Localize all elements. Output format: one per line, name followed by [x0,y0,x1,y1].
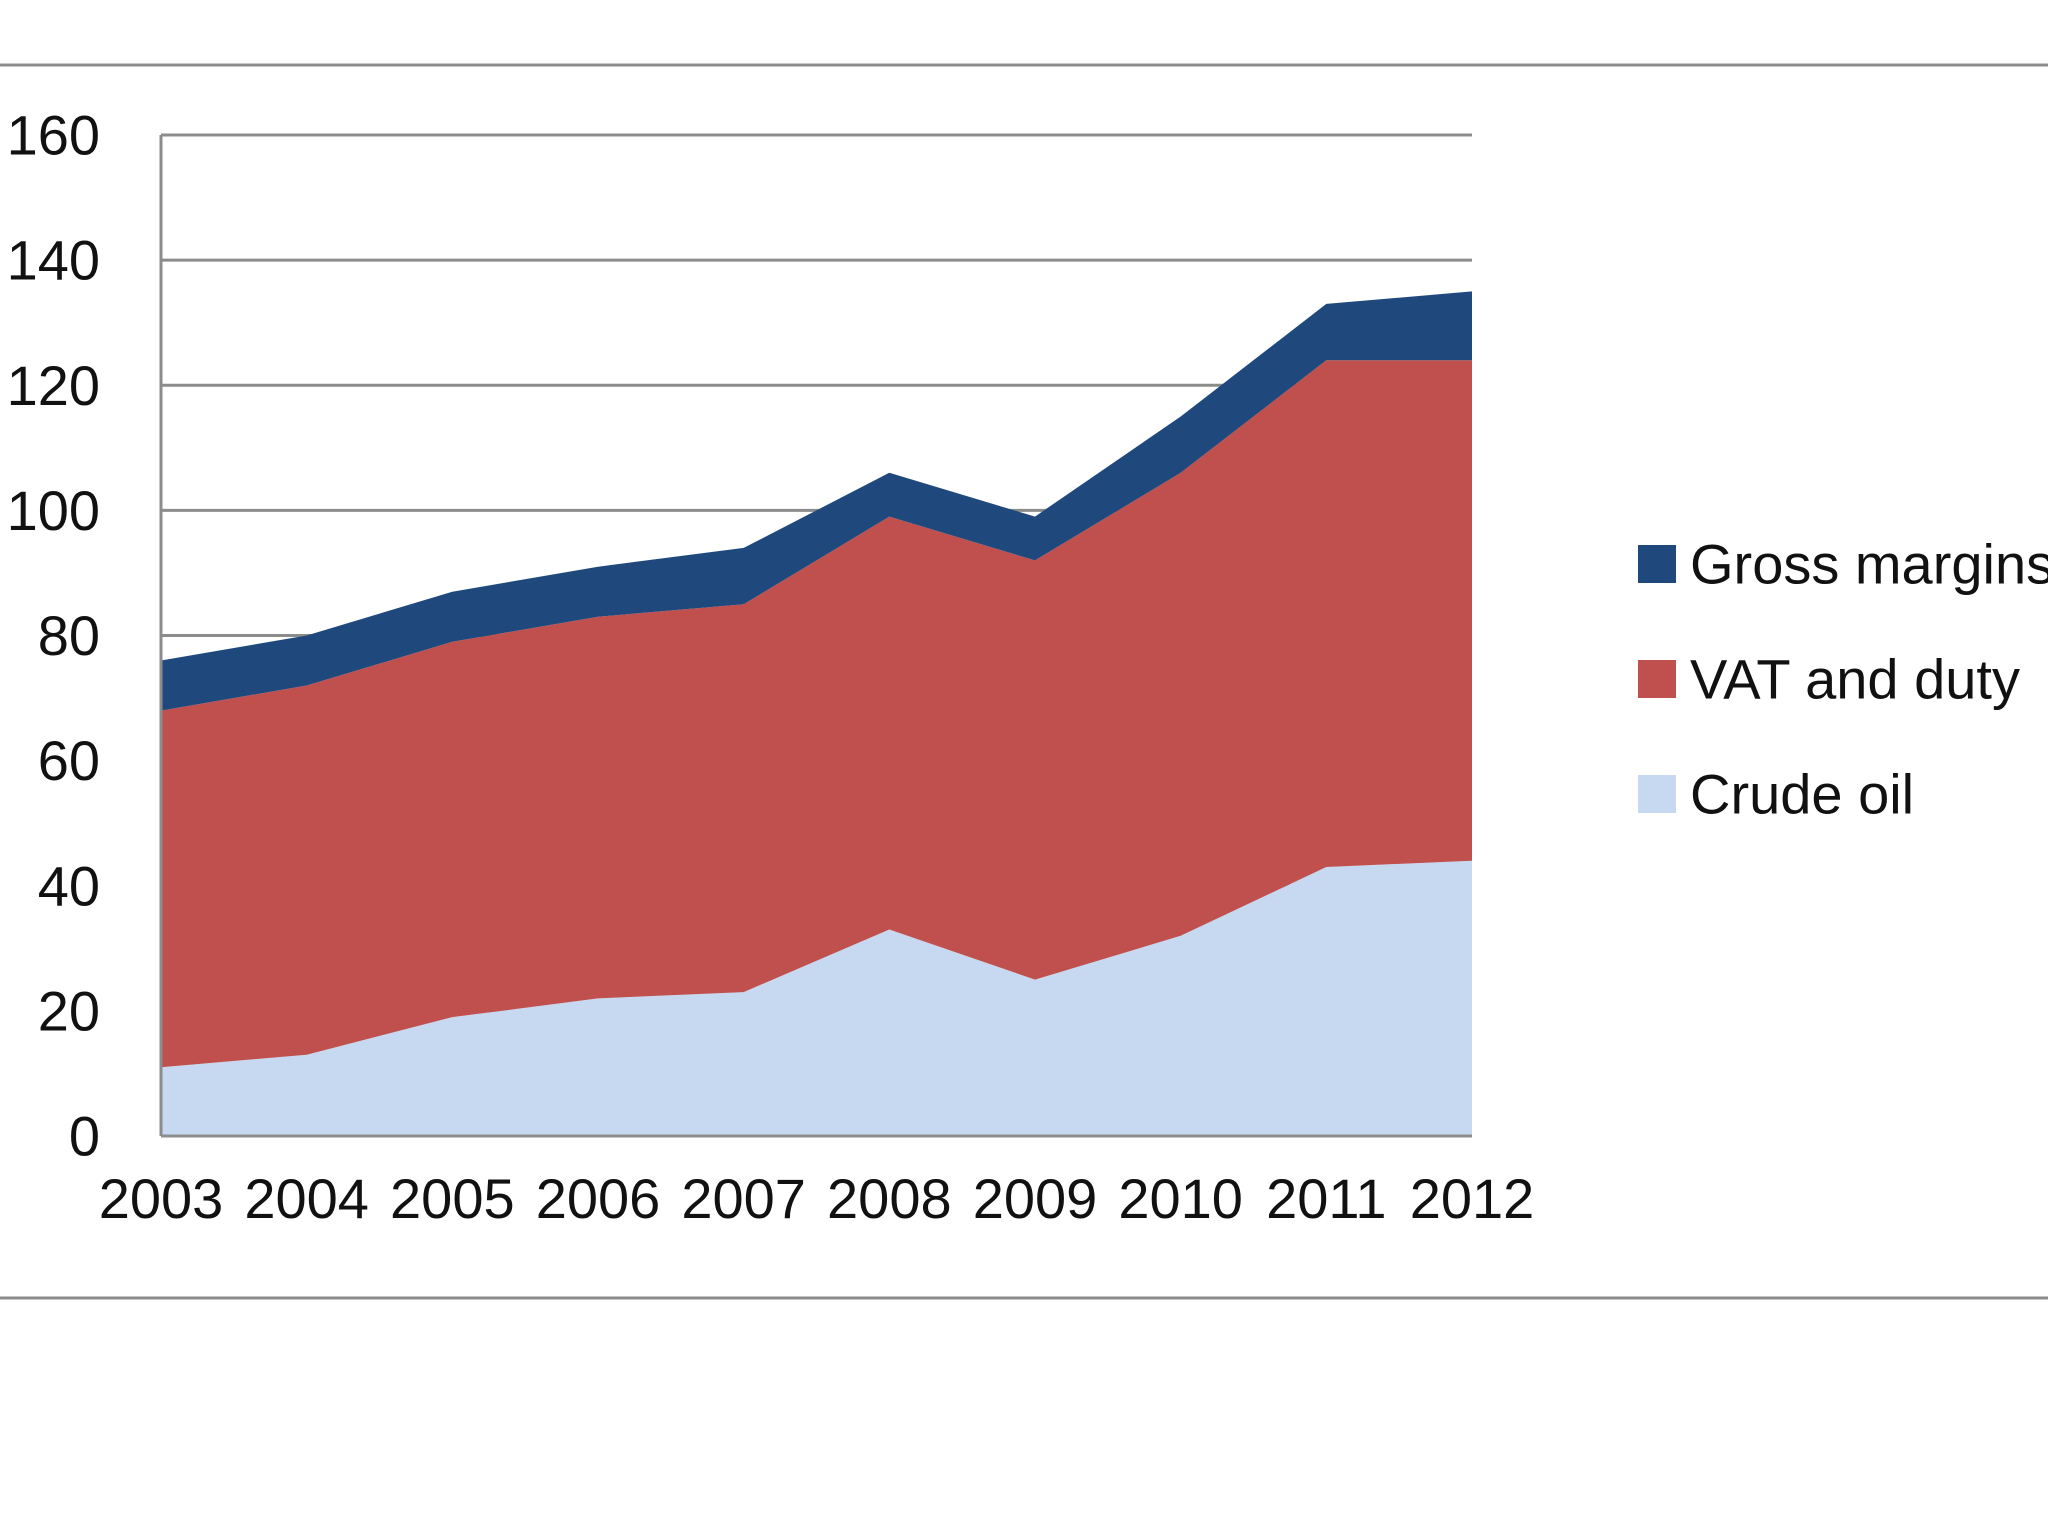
legend-label-gross-margins: Gross margins [1690,533,2048,596]
x-tick-label-2003: 2003 [99,1167,224,1230]
plot-areas [161,291,1472,1136]
x-tick-label-2006: 2006 [536,1167,661,1230]
y-tick-label-100: 100 [7,479,100,542]
legend: Gross margins VAT and duty Crude oil [1638,533,2048,826]
y-tick-label-160: 160 [7,104,100,167]
y-tick-label-20: 20 [38,979,100,1042]
y-axis-tick-labels: 0 20 40 60 80 100 120 140 160 [7,104,100,1168]
x-axis-tick-labels: 2003 2004 2005 2006 2007 2008 2009 2010 2011 2012 [99,1167,1535,1230]
x-tick-label-2012: 2012 [1410,1167,1535,1230]
x-tick-label-2004: 2004 [244,1167,369,1230]
y-tick-label-140: 140 [7,229,100,292]
legend-swatch-vat-and-duty [1638,660,1676,698]
legend-swatch-gross-margins [1638,545,1676,583]
x-tick-label-2011: 2011 [1266,1167,1386,1230]
x-tick-label-2009: 2009 [973,1167,1098,1230]
x-tick-label-2007: 2007 [681,1167,806,1230]
legend-label-crude-oil: Crude oil [1690,763,1914,826]
x-tick-label-2005: 2005 [390,1167,515,1230]
legend-label-vat-and-duty: VAT and duty [1690,648,2020,711]
area-crude-oil [161,860,1472,1136]
area-gross-margins [161,291,1472,711]
y-tick-label-0: 0 [69,1105,100,1168]
y-tick-label-40: 40 [38,854,100,917]
axes [159,135,1472,1138]
legend-swatch-crude-oil [1638,775,1676,813]
y-tick-label-120: 120 [7,354,100,417]
x-tick-label-2010: 2010 [1118,1167,1243,1230]
area-vat-and-duty [161,360,1472,1068]
y-tick-label-80: 80 [38,604,100,667]
x-tick-label-2008: 2008 [827,1167,952,1230]
y-tick-label-60: 60 [38,729,100,792]
